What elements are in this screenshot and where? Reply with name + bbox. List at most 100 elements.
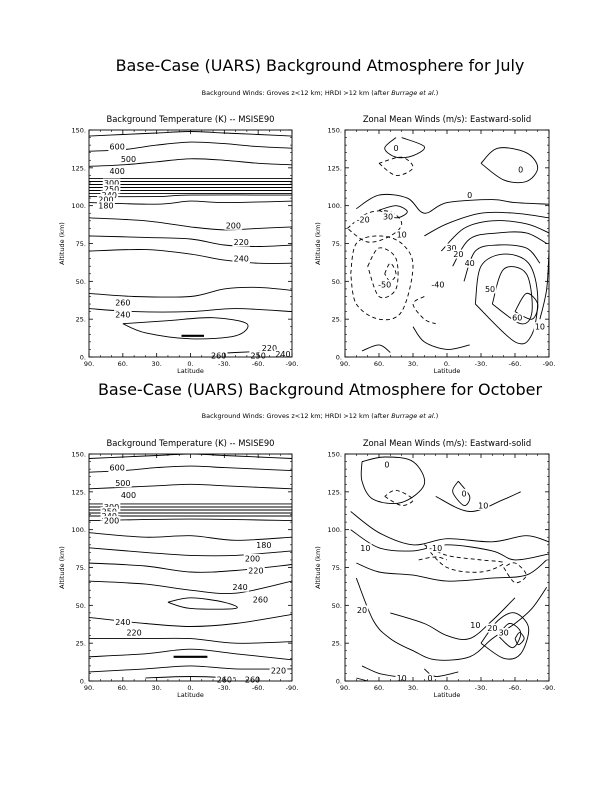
y-tick-label: 100. xyxy=(328,202,342,210)
x-tick-label: 0. xyxy=(444,360,450,368)
y-tick-label: 0. xyxy=(80,354,86,362)
contour-label: 180 xyxy=(98,202,113,211)
contour-label-bg xyxy=(274,349,292,359)
x-tick-label: 60. xyxy=(374,360,384,368)
x-tick-label: 30. xyxy=(151,360,161,368)
contour-line-westward xyxy=(418,556,448,561)
contour-label: 240 xyxy=(115,311,130,320)
contour-label-bg xyxy=(100,507,119,517)
y-tick-label: 50. xyxy=(332,602,342,610)
contour-label-bg xyxy=(355,605,369,615)
y-tick-label: 100. xyxy=(72,202,86,210)
contour-label: 500 xyxy=(121,155,136,164)
contour-label-bg xyxy=(108,166,126,176)
contour-line-eastward xyxy=(361,665,397,677)
x-tick-label: -90. xyxy=(543,360,556,368)
x-tick-label: -60. xyxy=(509,684,522,692)
contour-label: 200 xyxy=(226,221,241,230)
contour-line-westward xyxy=(412,296,436,325)
panel-title: Zonal Mean Winds (m/s): Eastward-solid xyxy=(363,114,531,124)
y-tick-label: 100. xyxy=(328,526,342,534)
contour-label: 30 xyxy=(446,244,456,253)
panel-title: Background Temperature (K) -- MSISE90 xyxy=(106,438,274,448)
contour-line-eastward xyxy=(480,612,530,660)
y-tick-label: 75. xyxy=(332,564,342,572)
contour-label: 180 xyxy=(256,541,271,550)
x-tick-label: -30. xyxy=(218,360,231,368)
contour-line-eastward xyxy=(514,292,539,320)
y-tick-label: 25. xyxy=(76,640,86,648)
y-tick-label: 150. xyxy=(328,451,342,459)
contour-line-eastward xyxy=(452,231,547,267)
contour-label: 260 xyxy=(253,595,268,604)
x-tick-label: 30. xyxy=(408,360,418,368)
contour-label-bg xyxy=(511,313,524,323)
y-tick-label: 150. xyxy=(72,127,86,135)
contour-label: 20 xyxy=(357,606,367,615)
x-tick-label: -60. xyxy=(252,684,265,692)
contour-label: 0 xyxy=(384,461,389,470)
contour-line xyxy=(89,249,292,264)
x-tick-label: 90. xyxy=(84,360,94,368)
x-tick-label: -90. xyxy=(286,684,299,692)
y-tick-label: 150. xyxy=(328,127,342,135)
x-tick-label: 90. xyxy=(340,360,350,368)
contour-label: 220 xyxy=(248,567,263,576)
contour-label-bg xyxy=(119,154,138,164)
contour-label: 220 xyxy=(234,238,249,247)
contour-label-bg xyxy=(243,674,262,684)
contour-label: 30 xyxy=(383,212,393,221)
x-tick-label: 90. xyxy=(84,684,94,692)
contour-line xyxy=(89,532,292,541)
contour-label: 600 xyxy=(110,464,125,473)
contour-line-eastward xyxy=(350,529,549,561)
contour-label-bg xyxy=(460,488,468,498)
contour-label: 600 xyxy=(110,143,125,152)
contour-line-eastward xyxy=(390,597,516,640)
contour-label-bg xyxy=(260,343,279,353)
contour-line-eastward xyxy=(424,668,459,677)
contour-label: 0 xyxy=(461,489,466,498)
contour-label: 200 xyxy=(245,554,260,563)
x-tick-label: -90. xyxy=(286,360,299,368)
contour-label-bg xyxy=(243,553,262,563)
contour-label-bg xyxy=(251,594,270,604)
contour-label-bg xyxy=(119,490,138,500)
x-tick-label: 0. xyxy=(187,360,193,368)
contour-label-bg xyxy=(466,190,474,200)
contour-label-bg xyxy=(392,143,400,153)
contour-label-bg xyxy=(463,258,476,268)
contour-label: 0 xyxy=(467,191,472,200)
y-tick-label: 125. xyxy=(72,164,86,172)
contour-label-bg xyxy=(426,543,445,553)
contour-label-bg xyxy=(395,229,408,239)
panel-october-winds: Zonal Mean Winds (m/s): Eastward-solid 0 0… xyxy=(314,438,555,699)
contour-line-eastward xyxy=(360,456,426,504)
y-tick-label: 50. xyxy=(332,278,342,286)
x-tick-label: 60. xyxy=(374,684,384,692)
contour-label: 260 xyxy=(115,299,130,308)
x-tick-label: -30. xyxy=(475,684,488,692)
contour-line-westward xyxy=(384,262,397,282)
contour-line-eastward xyxy=(356,193,549,214)
contour-line xyxy=(89,200,292,205)
contour-label: 220 xyxy=(126,629,141,638)
contour-label-bg xyxy=(247,566,265,576)
contour-label: 60 xyxy=(512,314,522,323)
contour-label: 260 xyxy=(211,351,226,360)
contour-line-eastward xyxy=(514,632,525,646)
contour-label: 10 xyxy=(470,621,480,630)
contour-label-bg xyxy=(114,478,132,488)
contour-line-westward xyxy=(367,247,399,299)
contour-label-bg xyxy=(114,310,132,320)
contour-label: -40 xyxy=(431,280,444,289)
contour-label-bg xyxy=(383,460,391,470)
contour-line-westward xyxy=(378,156,414,176)
x-tick-label: 30. xyxy=(408,684,418,692)
contour-label-bg xyxy=(102,184,121,194)
contour-label-bg xyxy=(517,164,525,174)
figure-title-july: Base-Case (UARS) Background Atmosphere f… xyxy=(116,56,525,75)
contour-label-bg xyxy=(232,254,251,264)
contour-label-bg xyxy=(125,628,143,638)
contour-label: 240 xyxy=(115,618,130,627)
